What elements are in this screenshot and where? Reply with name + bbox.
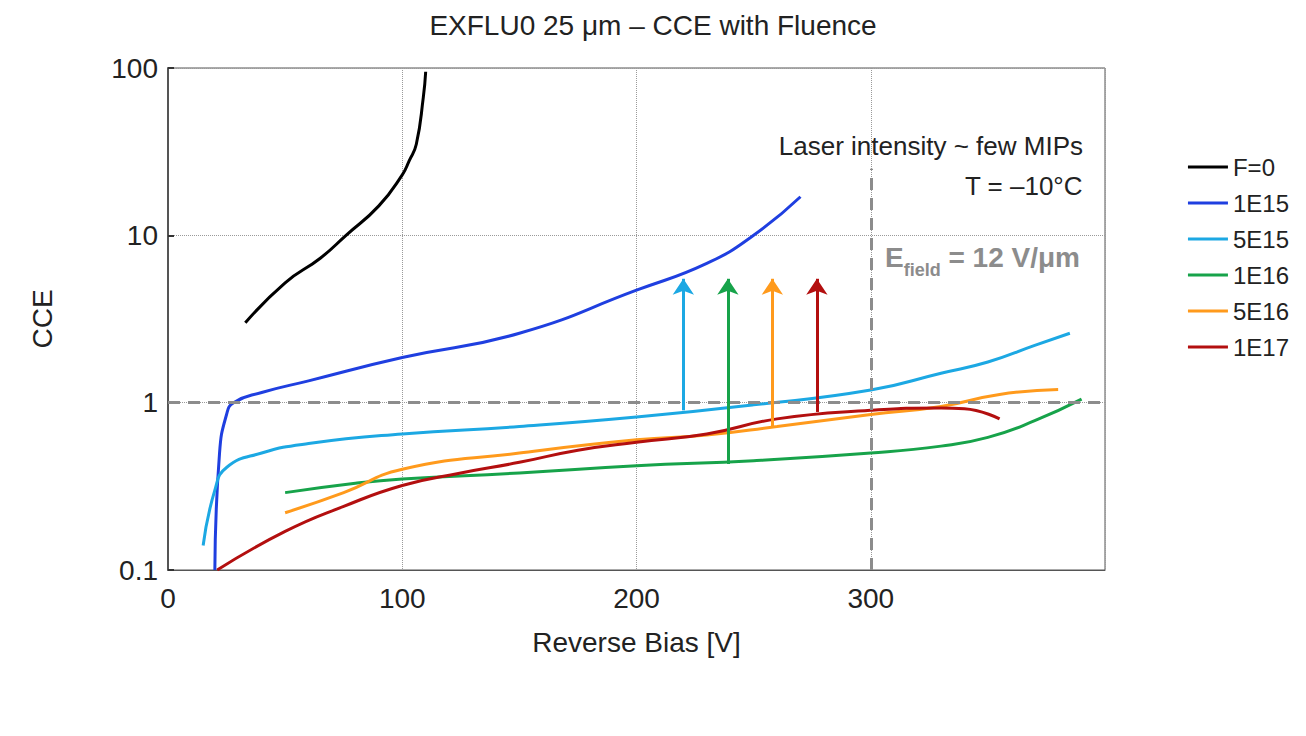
svg-text:EXFLU0 25 μm – CCE with Fluenc: EXFLU0 25 μm – CCE with Fluence — [429, 10, 876, 41]
svg-text:T = –10°C: T = –10°C — [965, 171, 1083, 201]
svg-text:CCE: CCE — [27, 289, 58, 348]
svg-text:E: E — [885, 242, 904, 273]
svg-text:0.1: 0.1 — [119, 555, 158, 586]
svg-text:1: 1 — [142, 387, 158, 418]
svg-text:100: 100 — [379, 583, 426, 614]
svg-text:F=0: F=0 — [1233, 154, 1275, 181]
svg-text:5E16: 5E16 — [1233, 298, 1289, 325]
svg-text:Laser intensity ~ few MIPs: Laser intensity ~ few MIPs — [779, 131, 1083, 161]
svg-text:1E17: 1E17 — [1233, 334, 1289, 361]
svg-text:1E16: 1E16 — [1233, 262, 1289, 289]
svg-text:100: 100 — [111, 53, 158, 84]
svg-text:Reverse Bias [V]: Reverse Bias [V] — [532, 627, 741, 658]
svg-text:200: 200 — [613, 583, 660, 614]
svg-text:300: 300 — [847, 583, 894, 614]
svg-text:= 12 V/μm: = 12 V/μm — [941, 242, 1080, 273]
svg-text:5E15: 5E15 — [1233, 226, 1289, 253]
svg-text:field: field — [904, 260, 941, 280]
svg-text:10: 10 — [127, 220, 158, 251]
svg-text:1E15: 1E15 — [1233, 190, 1289, 217]
svg-text:0: 0 — [160, 583, 176, 614]
